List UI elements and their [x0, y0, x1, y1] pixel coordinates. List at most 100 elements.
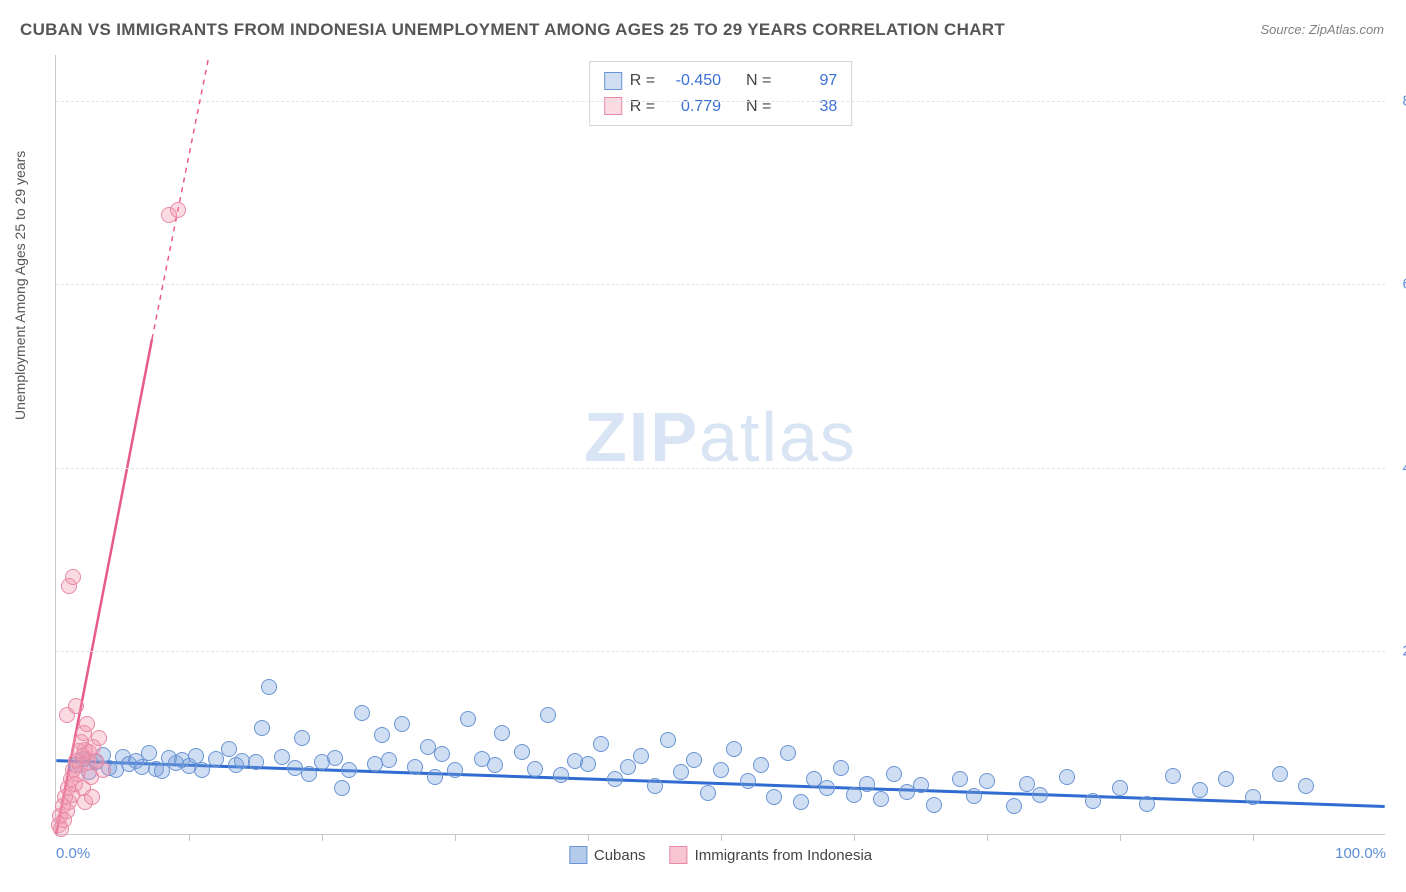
legend-item: Cubans [569, 846, 646, 864]
data-point [494, 725, 510, 741]
data-point [301, 766, 317, 782]
r-label: R = [630, 68, 655, 94]
data-point [620, 759, 636, 775]
data-point [633, 748, 649, 764]
data-point [334, 780, 350, 796]
data-point [580, 756, 596, 772]
data-point [208, 751, 224, 767]
legend-swatch [670, 846, 688, 864]
gridline [56, 468, 1385, 469]
data-point [726, 741, 742, 757]
correlation-stats-box: R = -0.450 N = 97 R = 0.779 N = 38 [589, 61, 853, 126]
data-point [766, 789, 782, 805]
data-point [926, 797, 942, 813]
data-point [1112, 780, 1128, 796]
data-point [1032, 787, 1048, 803]
x-tick [987, 834, 988, 841]
r-label: R = [630, 94, 655, 120]
data-point [540, 707, 556, 723]
x-tick [588, 834, 589, 841]
n-label: N = [746, 68, 771, 94]
data-point [1218, 771, 1234, 787]
data-point [1298, 778, 1314, 794]
x-tick [1120, 834, 1121, 841]
data-point [553, 767, 569, 783]
data-point [952, 771, 968, 787]
data-point [68, 698, 84, 714]
gridline [56, 651, 1385, 652]
data-point [170, 202, 186, 218]
data-point [1019, 776, 1035, 792]
plot-area: ZIPatlas R = -0.450 N = 97 R = 0.779 N =… [55, 55, 1385, 835]
watermark: ZIPatlas [584, 397, 857, 477]
data-point [686, 752, 702, 768]
stats-row: R = -0.450 N = 97 [604, 68, 838, 94]
data-point [1165, 768, 1181, 784]
data-point [713, 762, 729, 778]
r-value: 0.779 [663, 94, 721, 120]
gridline [56, 101, 1385, 102]
data-point [1272, 766, 1288, 782]
data-point [407, 759, 423, 775]
data-point [141, 745, 157, 761]
data-point [274, 749, 290, 765]
y-axis-label: Unemployment Among Ages 25 to 29 years [12, 151, 28, 420]
data-point [607, 771, 623, 787]
data-point [194, 762, 210, 778]
data-point [394, 716, 410, 732]
data-point [660, 732, 676, 748]
data-point [221, 741, 237, 757]
x-tick [1253, 834, 1254, 841]
data-point [873, 791, 889, 807]
data-point [341, 762, 357, 778]
data-point [700, 785, 716, 801]
data-point [514, 744, 530, 760]
data-point [1245, 789, 1261, 805]
data-point [753, 757, 769, 773]
data-point [374, 727, 390, 743]
data-point [1139, 796, 1155, 812]
data-point [1006, 798, 1022, 814]
legend-label: Immigrants from Indonesia [695, 847, 873, 864]
data-point [354, 705, 370, 721]
data-point [673, 764, 689, 780]
data-point [1192, 782, 1208, 798]
data-point [65, 569, 81, 585]
x-max-label: 100.0% [1335, 845, 1386, 862]
x-tick [189, 834, 190, 841]
data-point [793, 794, 809, 810]
data-point [1085, 793, 1101, 809]
y-tick-label: 20.0% [1390, 643, 1406, 660]
data-point [833, 760, 849, 776]
data-point [294, 730, 310, 746]
data-point [95, 762, 111, 778]
data-point [647, 778, 663, 794]
chart-title: CUBAN VS IMMIGRANTS FROM INDONESIA UNEMP… [20, 20, 1005, 40]
data-point [460, 711, 476, 727]
x-min-label: 0.0% [56, 845, 90, 862]
source-attribution: Source: ZipAtlas.com [1260, 22, 1384, 37]
data-point [913, 777, 929, 793]
x-tick [322, 834, 323, 841]
n-value: 97 [779, 68, 837, 94]
trend-lines [56, 55, 1385, 834]
y-tick-label: 60.0% [1390, 276, 1406, 293]
correlation-chart: CUBAN VS IMMIGRANTS FROM INDONESIA UNEMP… [0, 0, 1406, 892]
data-point [381, 752, 397, 768]
n-label: N = [746, 94, 771, 120]
data-point [434, 746, 450, 762]
data-point [447, 762, 463, 778]
data-point [740, 773, 756, 789]
x-tick [854, 834, 855, 841]
data-point [593, 736, 609, 752]
y-tick-label: 40.0% [1390, 459, 1406, 476]
data-point [846, 787, 862, 803]
data-point [248, 754, 264, 770]
data-point [527, 761, 543, 777]
data-point [859, 776, 875, 792]
series-legend: Cubans Immigrants from Indonesia [569, 846, 872, 864]
data-point [254, 720, 270, 736]
legend-label: Cubans [594, 847, 646, 864]
legend-item: Immigrants from Indonesia [670, 846, 873, 864]
data-point [427, 769, 443, 785]
